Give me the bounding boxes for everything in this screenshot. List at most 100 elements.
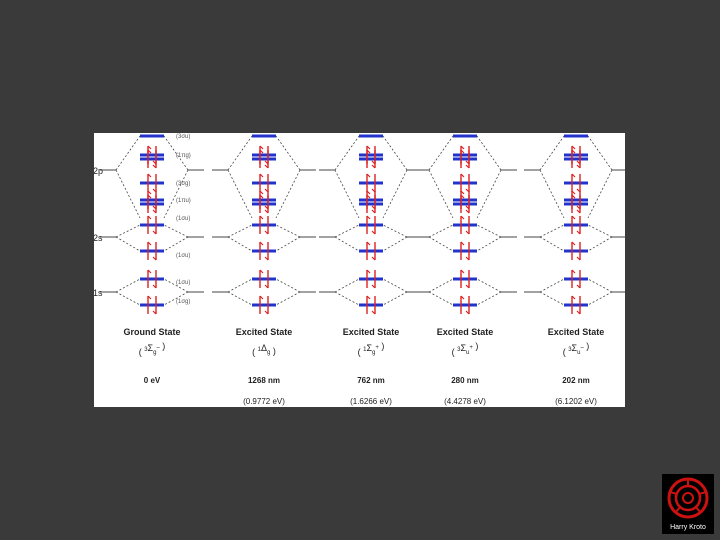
correlation-line [428, 135, 454, 171]
electron-arrow-head [366, 295, 371, 300]
electron-arrow-head [465, 230, 470, 235]
correlation-line [163, 278, 189, 293]
correlation-line [227, 169, 253, 219]
correlation-line [587, 236, 613, 252]
correlation-line [428, 278, 454, 293]
electron-arrow-head [571, 194, 576, 199]
correlation-line [539, 278, 565, 293]
electron-arrow-head [460, 241, 465, 246]
electron-arrow-head [571, 215, 576, 220]
electron-arrow-head [147, 269, 152, 274]
electron-arrow-head [571, 145, 576, 150]
electron-arrow-head [366, 190, 371, 195]
correlation-line [428, 169, 454, 219]
correlation-line [539, 224, 565, 238]
correlation-line [115, 169, 141, 219]
electron-arrow-head [264, 164, 269, 169]
electron-arrow-head [576, 256, 581, 261]
correlation-line [587, 135, 613, 171]
electron-arrow-head [366, 241, 371, 246]
mo-label: (1σu) [176, 253, 190, 259]
state-name: Excited State [236, 327, 293, 337]
correlation-line [476, 224, 502, 238]
electron-arrow-head [571, 190, 576, 195]
electron-arrow-head [259, 173, 264, 178]
term-symbol: ( 3Σu+ ) [452, 341, 479, 357]
electron-arrow-head [465, 164, 470, 169]
mo-label: (1πu) [176, 198, 191, 204]
electron-arrow-head [264, 256, 269, 261]
electron-arrow-head [259, 295, 264, 300]
electron-arrow-head [259, 269, 264, 274]
electron-arrow-head [147, 149, 152, 154]
electron-arrow-head [460, 145, 465, 150]
electron-arrow-head [152, 310, 157, 315]
electron-arrow-head [465, 284, 470, 289]
correlation-line [115, 236, 141, 252]
term-symbol: ( 3Σg– ) [139, 341, 166, 357]
electron-arrow-head [259, 145, 264, 150]
state-name: Excited State [437, 327, 494, 337]
electron-arrow-head [571, 295, 576, 300]
correlation-line [334, 236, 360, 252]
mo-label: (1σu) [176, 216, 190, 222]
electron-arrow-head [264, 209, 269, 214]
electron-arrow-head [576, 310, 581, 315]
correlation-line [163, 224, 189, 238]
electron-arrow-head [465, 310, 470, 315]
electron-arrow-head [465, 256, 470, 261]
state-name: Excited State [343, 327, 400, 337]
electron-arrow-head [259, 190, 264, 195]
correlation-line [115, 278, 141, 293]
state-wavelength: 202 nm [562, 376, 590, 385]
correlation-line [587, 169, 613, 219]
correlation-line [539, 236, 565, 252]
electron-arrow-head [147, 194, 152, 199]
correlation-line [382, 236, 408, 252]
electron-arrow-head [366, 173, 371, 178]
electron-arrow-head [264, 230, 269, 235]
electron-arrow-head [576, 164, 581, 169]
correlation-line [587, 291, 613, 306]
state-wavelength: 1268 nm [248, 376, 280, 385]
electron-arrow-head [460, 215, 465, 220]
mo-label: (1πg) [176, 153, 191, 159]
electron-arrow-head [152, 284, 157, 289]
correlation-line [428, 236, 454, 252]
correlation-line [382, 135, 408, 171]
electron-arrow-head [371, 310, 376, 315]
electron-arrow-head [371, 209, 376, 214]
atomic-label-2s: 2s [94, 233, 103, 243]
correlation-line [334, 291, 360, 306]
electron-arrow-head [371, 164, 376, 169]
electron-arrow-head [147, 145, 152, 150]
electron-arrow-head [366, 215, 371, 220]
electron-arrow-head [460, 194, 465, 199]
correlation-line [539, 169, 565, 219]
electron-arrow-head [259, 241, 264, 246]
electron-arrow-head [152, 164, 157, 169]
electron-arrow-head [147, 215, 152, 220]
mo-diagram-figure: 2p 2s 1s (3σu) (1πg) (3σg) (1πu) (1σu) (1σu) (1σu… [94, 133, 625, 407]
correlation-line [227, 291, 253, 306]
correlation-line [163, 135, 189, 171]
mo-label: (3σg) [176, 181, 190, 187]
state-energy: (1.6266 eV) [350, 397, 392, 406]
electron-arrow-head [152, 230, 157, 235]
correlation-line [382, 169, 408, 219]
correlation-line [382, 278, 408, 293]
correlation-line [115, 135, 141, 171]
correlation-line [382, 224, 408, 238]
electron-arrow-head [366, 145, 371, 150]
state-wavelength: 762 nm [357, 376, 385, 385]
electron-arrow-head [264, 284, 269, 289]
state-name: Excited State [548, 327, 605, 337]
electron-arrow-head [152, 256, 157, 261]
logo-badge: Harry Kroto [662, 474, 714, 534]
correlation-line [227, 236, 253, 252]
correlation-line [275, 169, 301, 219]
correlation-line [334, 224, 360, 238]
correlation-line [476, 169, 502, 219]
mo-diagram: 2p 2s 1s (3σu) (1πg) (3σg) (1πu) (1σu) (1σu) (1σu… [94, 134, 625, 406]
correlation-line [476, 291, 502, 306]
